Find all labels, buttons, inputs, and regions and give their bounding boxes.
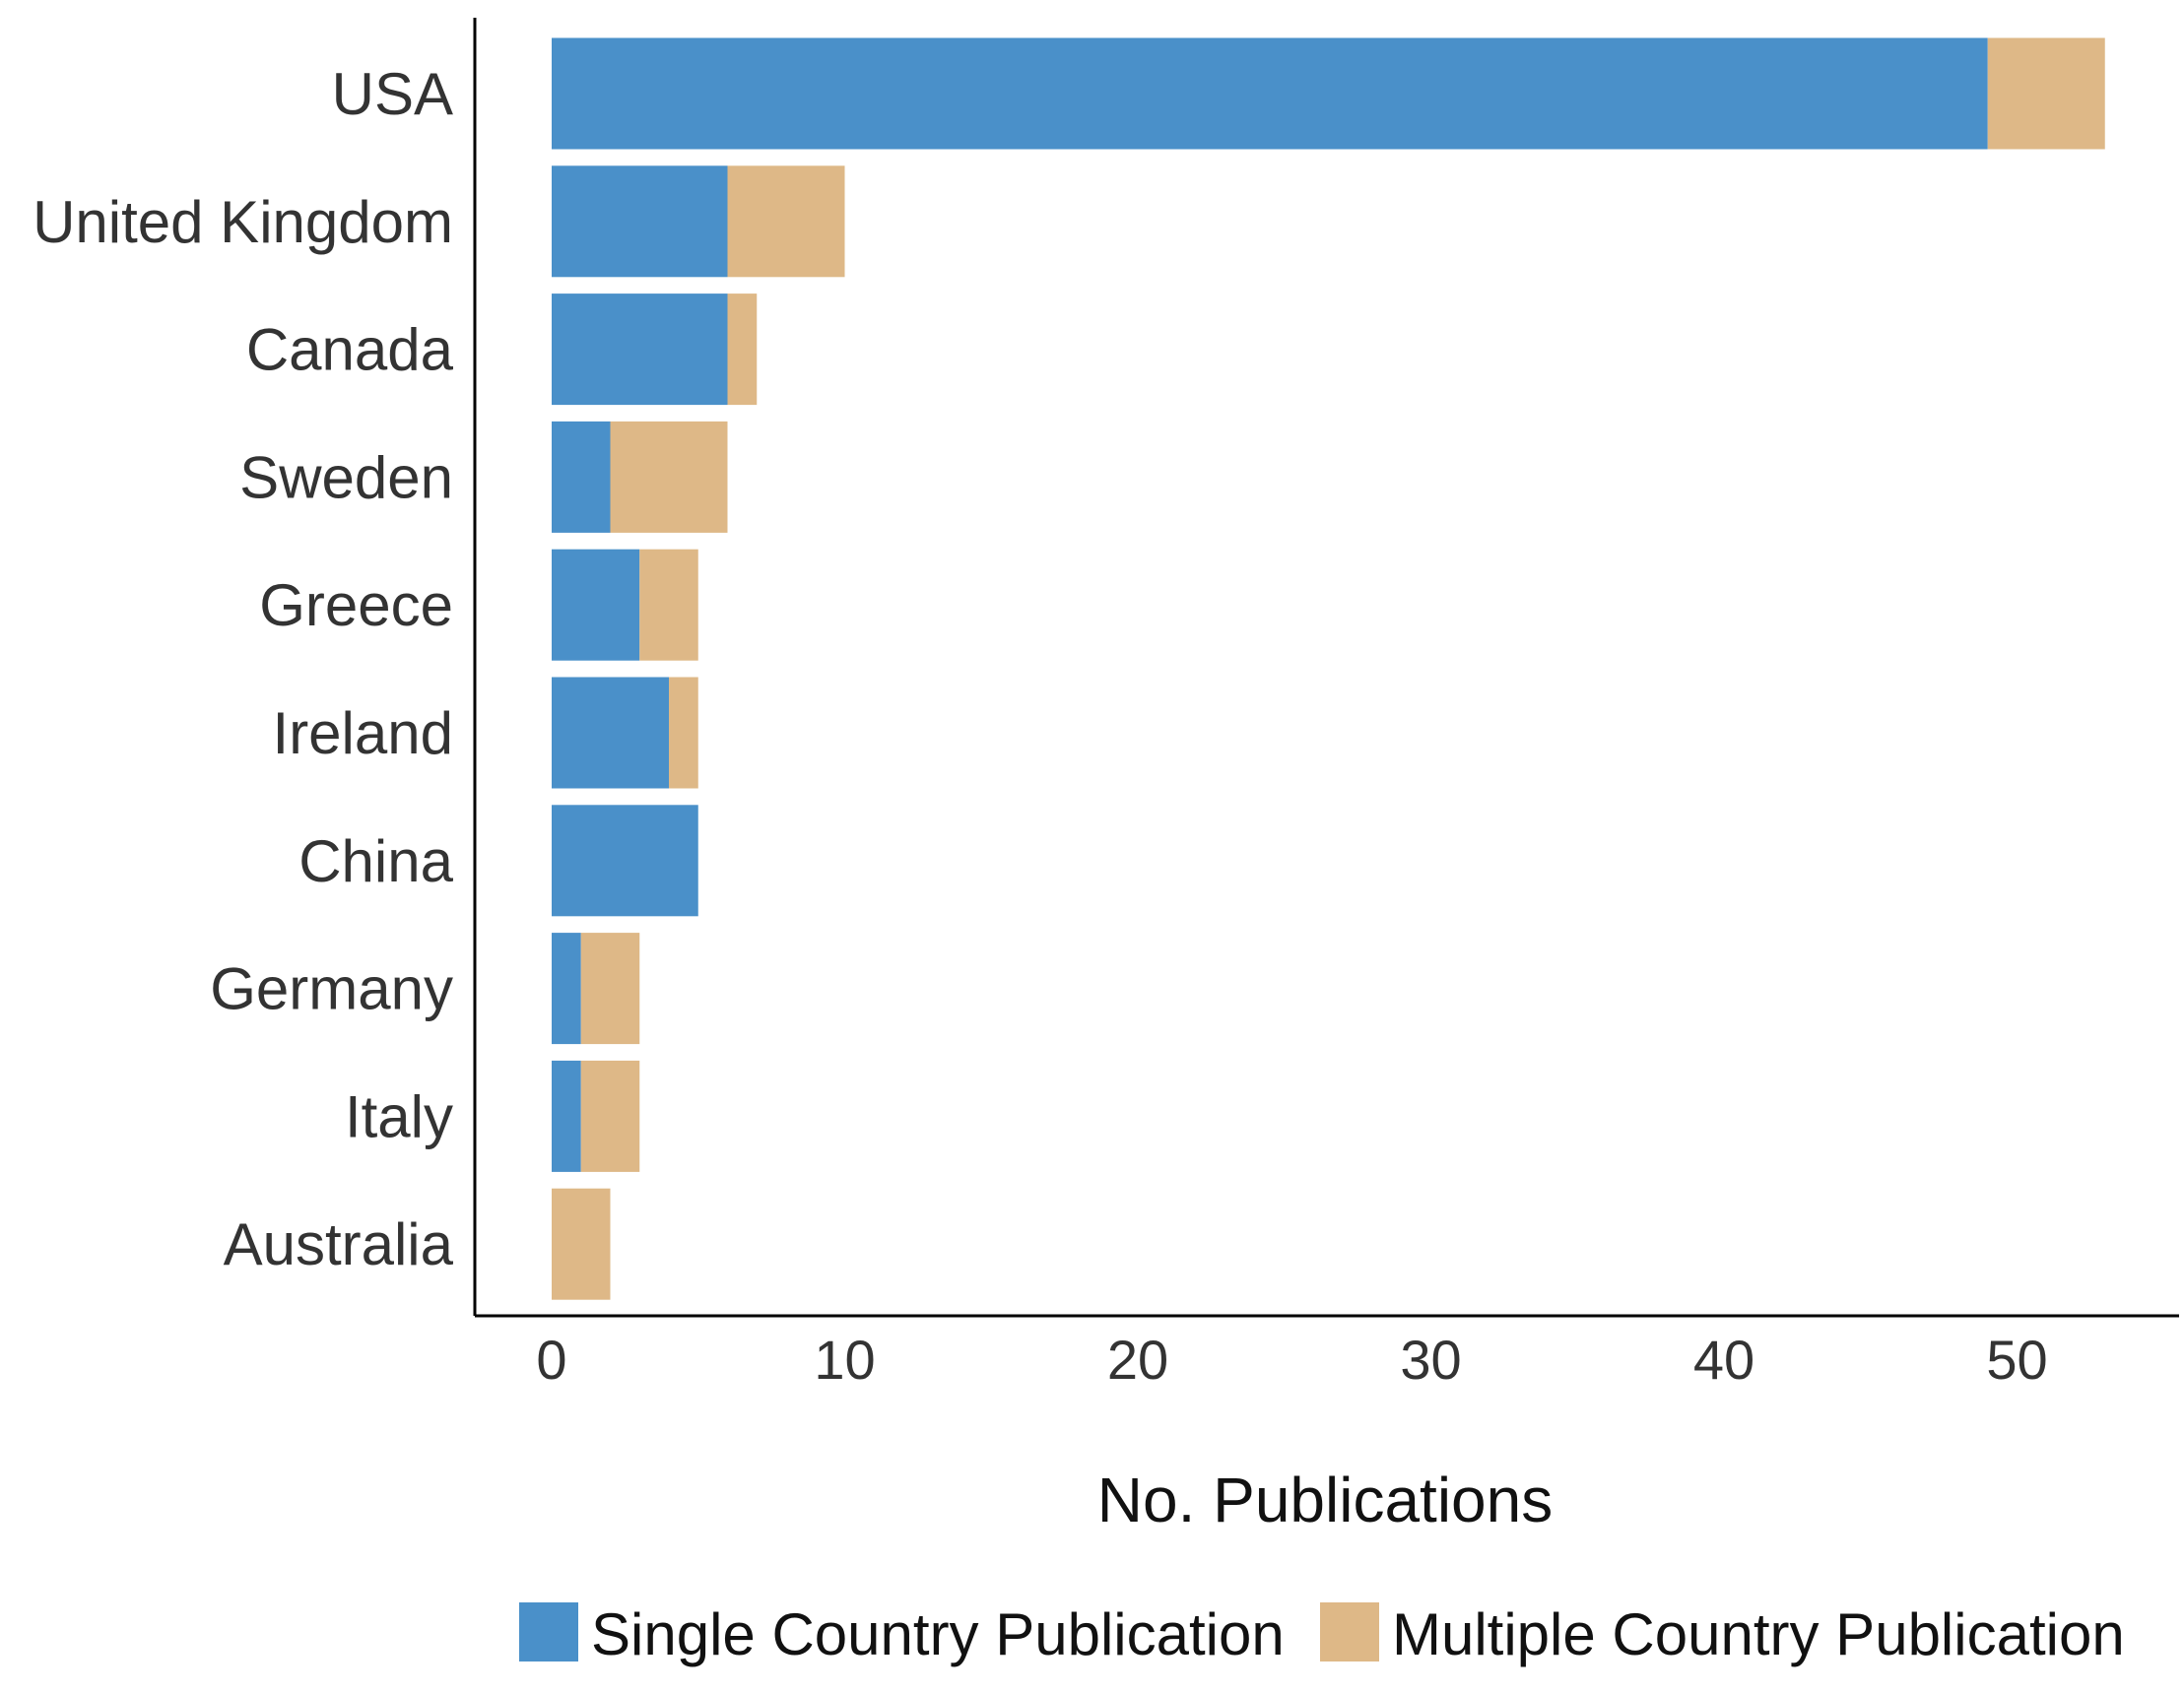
category-label-united-kingdom: United Kingdom	[33, 189, 453, 255]
bar-canada-single-country	[552, 293, 728, 406]
x-tick-label-50: 50	[1986, 1329, 2047, 1391]
bar-ireland-multiple-country	[669, 677, 698, 789]
x-tick-label-30: 30	[1400, 1329, 1461, 1391]
legend-label-single-country: Single Country Publication	[591, 1601, 1285, 1667]
bar-sweden-single-country	[552, 421, 611, 533]
bar-greece-single-country	[552, 549, 640, 661]
legend-swatch-multiple-country	[1320, 1602, 1379, 1661]
category-label-germany: Germany	[210, 956, 453, 1022]
bar-usa-multiple-country	[1987, 37, 2105, 150]
category-label-usa: USA	[332, 61, 453, 127]
bar-china-single-country	[552, 805, 698, 917]
category-label-canada: Canada	[246, 317, 454, 383]
bar-sweden-multiple-country	[610, 421, 728, 533]
bar-united-kingdom-single-country	[552, 165, 728, 278]
x-tick-label-40: 40	[1693, 1329, 1754, 1391]
x-tick-labels: 0 10 20 30 40 50	[536, 1329, 2047, 1391]
category-label-china: China	[298, 828, 453, 894]
category-label-greece: Greece	[259, 572, 453, 638]
x-tick-label-20: 20	[1107, 1329, 1168, 1391]
bar-germany-multiple-country	[580, 933, 640, 1045]
x-tick-label-0: 0	[536, 1329, 566, 1391]
legend-swatch-single-country	[519, 1602, 578, 1661]
category-label-italy: Italy	[345, 1083, 453, 1149]
x-tick-label-10: 10	[814, 1329, 875, 1391]
bar-usa-single-country	[552, 37, 1988, 150]
legend: Single Country Publication Multiple Coun…	[519, 1601, 2125, 1667]
bar-greece-multiple-country	[639, 549, 698, 661]
bar-united-kingdom-multiple-country	[727, 165, 845, 278]
category-label-ireland: Ireland	[273, 700, 453, 766]
bar-italy-multiple-country	[580, 1060, 640, 1172]
bar-australia-multiple-country	[552, 1188, 611, 1300]
bar-italy-single-country	[552, 1060, 581, 1172]
category-label-sweden: Sweden	[239, 444, 453, 510]
x-axis-title: No. Publications	[1097, 1465, 1553, 1535]
bars-group	[552, 37, 2105, 1300]
legend-label-multiple-country: Multiple Country Publication	[1392, 1601, 2125, 1667]
category-labels: USA United Kingdom Canada Sweden Greece Irela…	[33, 61, 454, 1277]
bar-ireland-single-country	[552, 677, 669, 789]
bar-germany-single-country	[552, 933, 581, 1045]
category-label-australia: Australia	[224, 1211, 454, 1277]
bar-canada-multiple-country	[727, 293, 758, 406]
